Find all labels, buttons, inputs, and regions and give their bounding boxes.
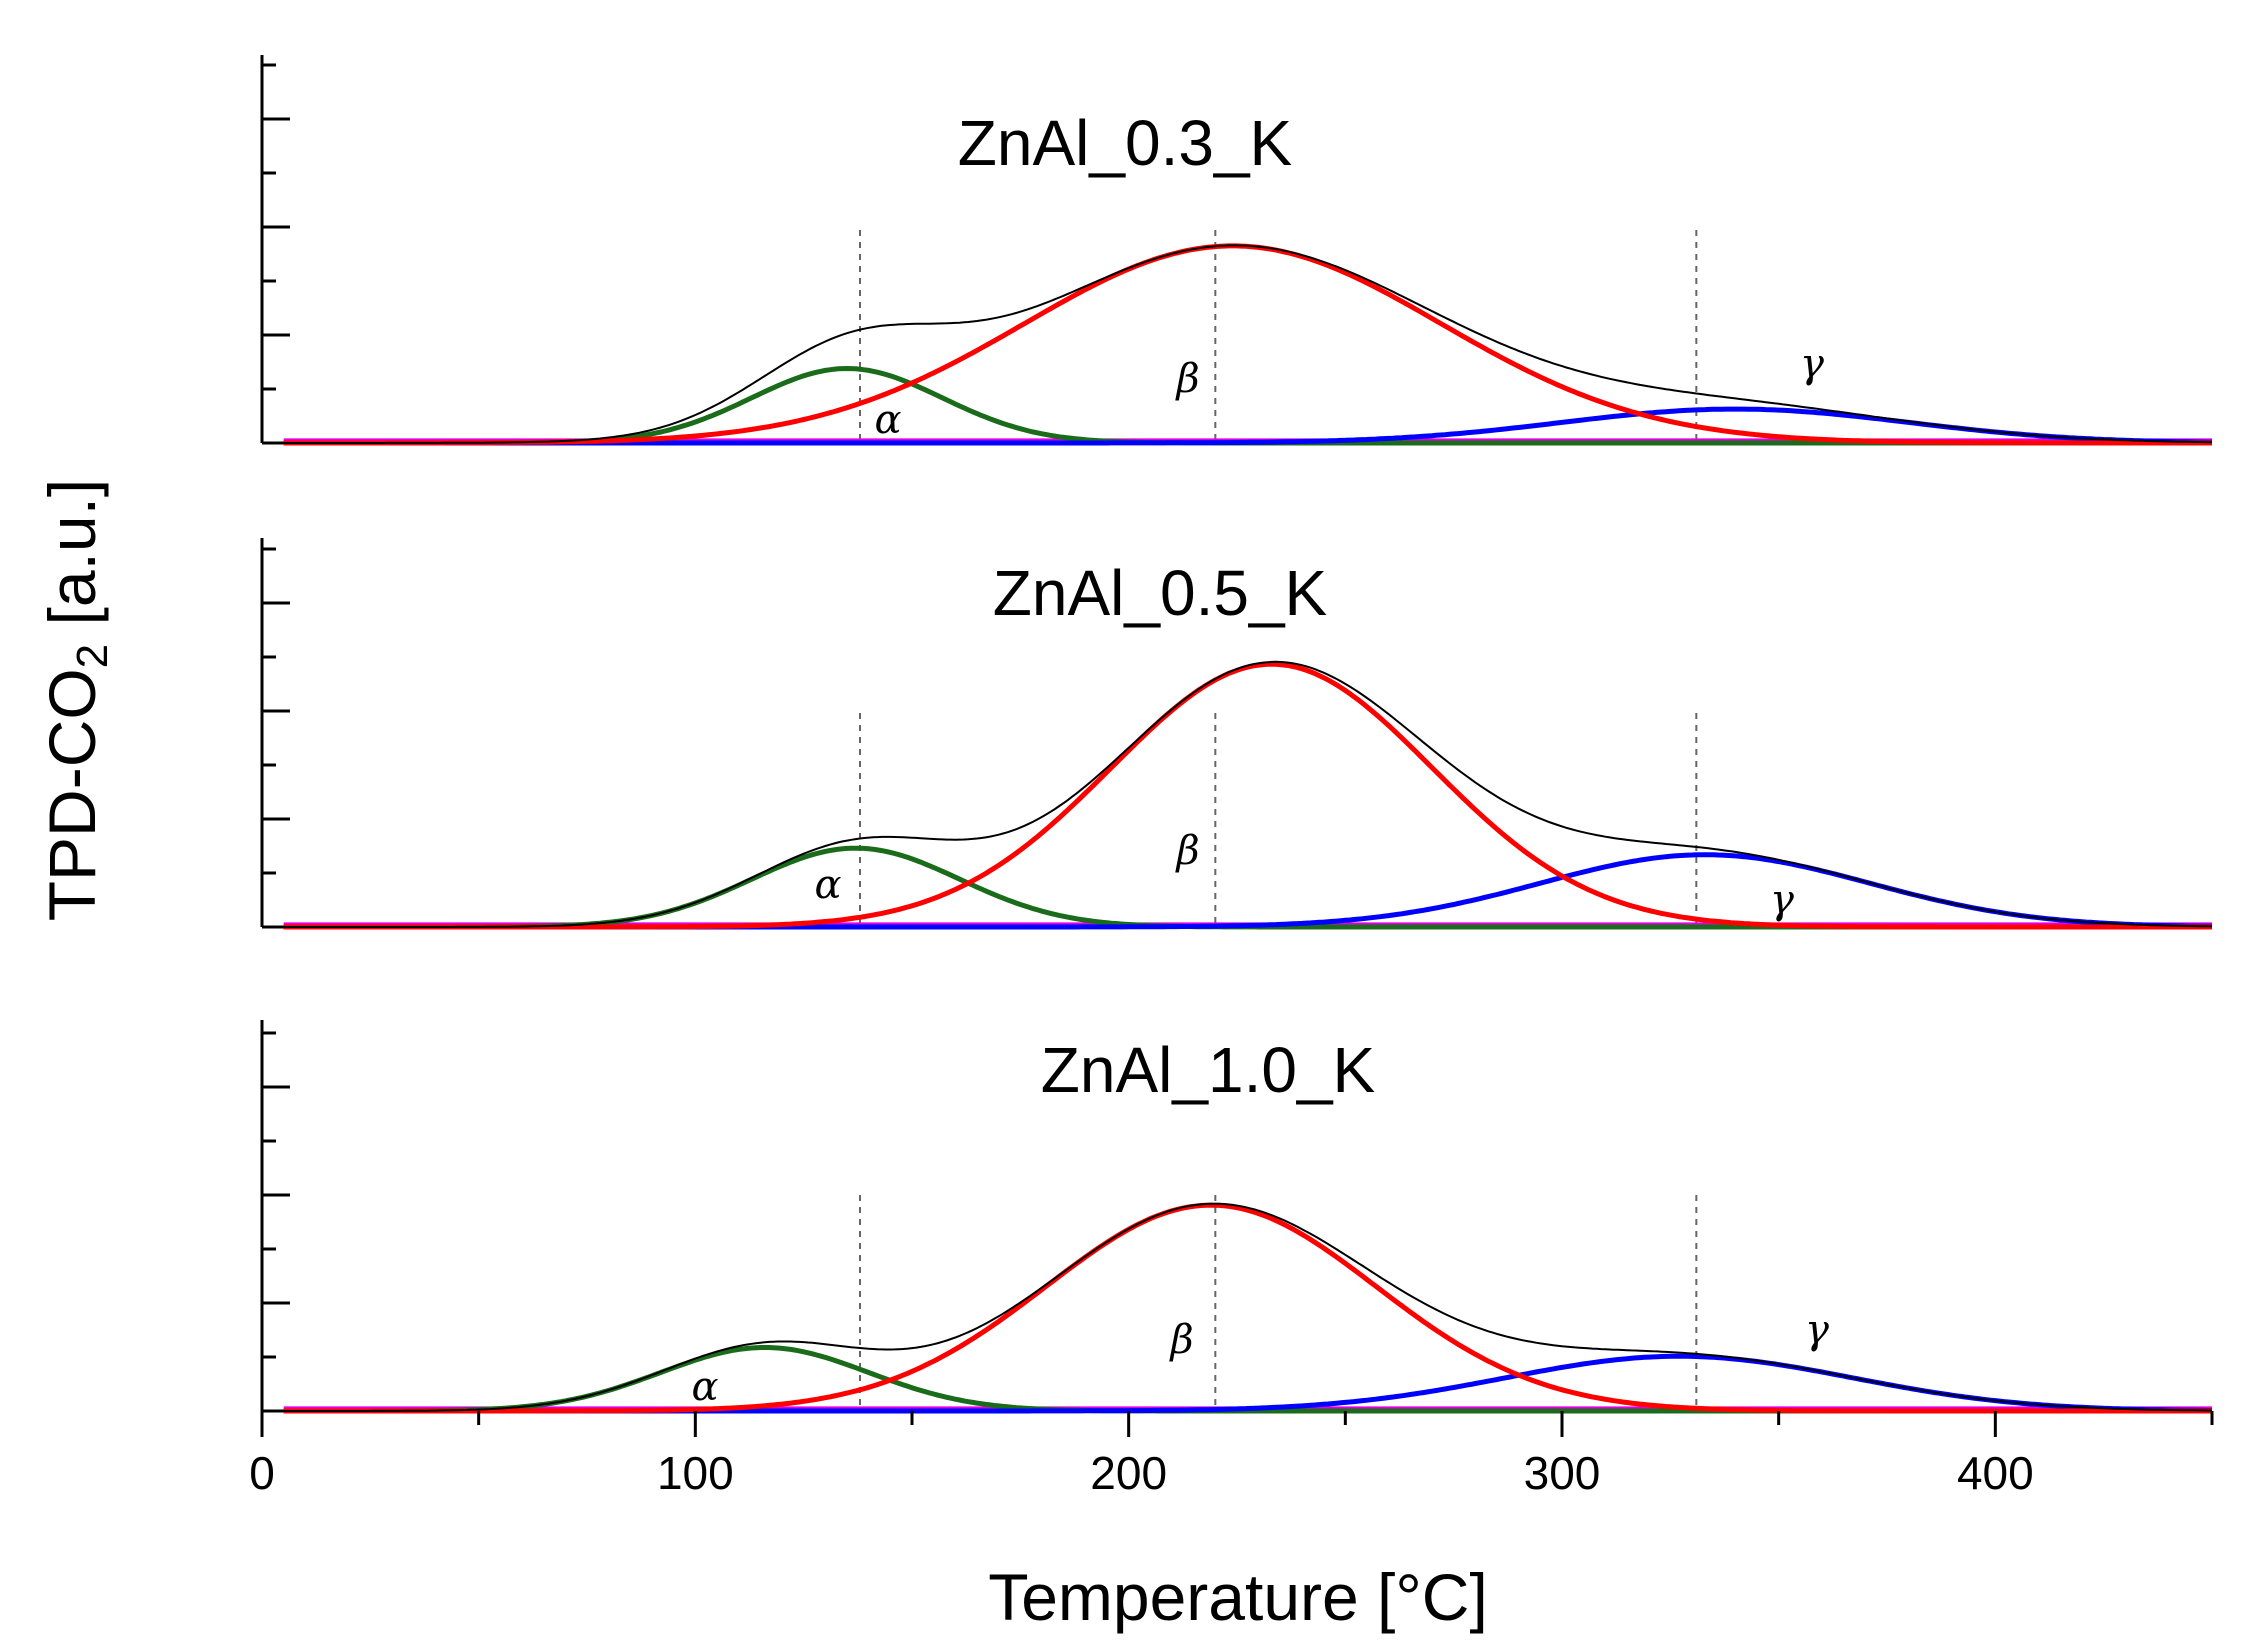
panel-3: α β γ ZnAl_1.0_K [260,1020,2212,1414]
x-tick-label: 400 [1957,1447,2034,1499]
total-curve [283,660,2213,928]
gamma-peak-curve [283,406,2212,446]
panel-title: ZnAl_0.5_K [993,557,1327,629]
beta-peak-curve [283,243,2212,446]
alpha-peak-curve [283,365,2212,446]
gamma-peak-label: γ [1800,341,1824,387]
y-axis-title-suffix: [a.u.] [35,479,109,644]
alpha-peak-label: α [874,397,901,443]
beta-peak-label: β [1168,1317,1193,1363]
gamma-peak-label: γ [1770,877,1794,923]
y-axis-title: TPD-CO2 [a.u.] [35,479,117,922]
x-tick-label: 100 [657,1447,734,1499]
total-curve [283,1202,2212,1412]
panels-group: α β γ ZnAl_0.3_K α β γ ZnAl_0.5_K α β γ ZnAl_1.0_K [260,55,2213,1414]
alpha-peak-label: α [691,1364,718,1410]
y-axis-title-main: TPD-CO [35,668,109,921]
panel-title: ZnAl_1.0_K [1041,1034,1375,1106]
gamma-peak-curve [283,1353,2212,1414]
x-axis: 0 100 200 300 400 [249,1411,2214,1499]
beta-peak-label: β [1174,828,1199,874]
panel-title: ZnAl_0.3_K [958,107,1292,179]
panel-1: α β γ ZnAl_0.3_K [260,55,2212,446]
beta-peak-curve [283,661,2212,930]
beta-peak-label: β [1174,356,1199,402]
gamma-peak-curve [283,852,2213,930]
x-tick-label: 300 [1524,1447,1601,1499]
total-curve [283,244,2212,444]
gamma-peak-label: γ [1805,1307,1829,1353]
alpha-peak-label: α [814,862,841,908]
x-tick-label: 200 [1090,1447,1167,1499]
x-tick-label: 0 [249,1447,275,1499]
alpha-peak-curve [283,1345,2212,1414]
alpha-peak-curve [283,845,2212,930]
beta-peak-curve [283,1202,2212,1414]
x-axis-title: Temperature [°C] [988,1560,1488,1634]
y-axis-title-subscript: 2 [68,644,117,668]
panel-2: α β γ ZnAl_0.5_K [260,538,2213,930]
